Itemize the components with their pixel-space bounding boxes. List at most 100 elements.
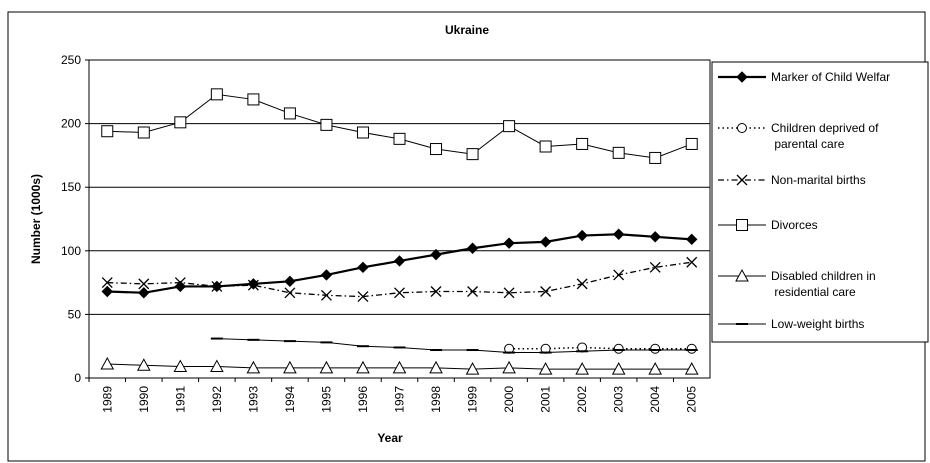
x-tick-label: 1992 (210, 386, 224, 413)
point (210, 359, 224, 373)
point (648, 362, 663, 375)
x-tick-label: 2001 (539, 386, 553, 413)
legend-label[interactable]: Disabled children in residential care (771, 269, 876, 299)
point (430, 286, 442, 297)
point (247, 93, 260, 106)
y-tick-label: 0 (74, 371, 81, 385)
series-line (509, 346, 692, 350)
point (356, 126, 369, 139)
y-tick-label: 150 (61, 180, 81, 194)
point (611, 362, 626, 375)
x-tick-label: 1990 (137, 386, 151, 413)
point (737, 123, 747, 133)
point (649, 231, 661, 243)
y-tick-label: 50 (68, 307, 82, 321)
point (612, 146, 625, 159)
x-tick-label: 1997 (393, 386, 407, 413)
point (357, 291, 369, 303)
point (246, 360, 261, 374)
point (283, 360, 297, 374)
point (393, 132, 406, 145)
point (320, 118, 333, 131)
x-tick-label: 1989 (100, 386, 114, 413)
point (210, 88, 223, 101)
y-axis-label: Number (1000s) (29, 174, 43, 264)
legend-label[interactable]: Low-weight births (771, 317, 864, 331)
x-tick-label: 1998 (429, 386, 443, 413)
point (576, 278, 588, 290)
point (735, 268, 749, 282)
point (284, 275, 296, 288)
point (736, 174, 748, 186)
point (612, 228, 625, 240)
point (357, 261, 369, 274)
point (430, 143, 443, 156)
point (649, 261, 661, 273)
point (101, 285, 113, 298)
point (684, 362, 699, 375)
point (320, 289, 332, 301)
point (575, 362, 589, 375)
x-tick-label: 1999 (466, 386, 480, 413)
point (211, 280, 223, 292)
point (247, 279, 259, 291)
point (539, 236, 552, 248)
point (392, 360, 407, 374)
point (686, 343, 697, 354)
point (465, 362, 480, 375)
point (283, 107, 296, 120)
x-tick-label: 1996 (356, 386, 370, 413)
point (686, 256, 698, 268)
point (174, 116, 187, 129)
point (576, 137, 589, 150)
point (174, 277, 186, 289)
point (466, 148, 479, 161)
point (502, 360, 516, 374)
point (649, 151, 662, 164)
point (319, 360, 334, 374)
point (503, 237, 515, 249)
x-tick-label: 1993 (246, 386, 260, 413)
point (173, 359, 188, 373)
point (613, 343, 624, 354)
y-tick-label: 200 (61, 117, 81, 131)
legend-box (711, 61, 929, 343)
x-tick-label: 1991 (173, 386, 187, 413)
point (466, 242, 479, 254)
point (539, 140, 552, 153)
point (356, 360, 370, 374)
point (686, 233, 698, 246)
point (503, 287, 515, 299)
y-tick-label: 100 (61, 244, 81, 258)
point (138, 278, 150, 290)
point (540, 286, 552, 297)
x-tick-label: 2003 (612, 386, 626, 413)
legend-label[interactable]: Non-marital births (771, 173, 866, 187)
legend-label[interactable]: Divorces (771, 218, 818, 232)
point (429, 360, 443, 374)
point (320, 269, 333, 281)
point (467, 286, 479, 297)
x-tick-label: 2004 (648, 386, 662, 413)
point (136, 358, 151, 371)
series-line (216, 338, 692, 354)
point (138, 287, 150, 299)
chart-title: Ukraine (445, 23, 489, 37)
legend-label[interactable]: Marker of Child Welfar (771, 70, 890, 84)
point (736, 71, 748, 83)
point (613, 269, 625, 281)
point (736, 219, 748, 231)
point (101, 125, 114, 138)
x-tick-label: 2000 (502, 386, 516, 413)
x-tick-label: 2002 (575, 386, 589, 413)
legend-label[interactable]: Children deprived of parental care (771, 121, 879, 151)
point (174, 280, 187, 293)
plot-area (88, 59, 711, 379)
point (685, 137, 698, 150)
x-tick-label: 2005 (685, 386, 699, 413)
point (393, 255, 406, 267)
x-axis-label: Year (377, 431, 403, 445)
point (100, 356, 115, 370)
point (503, 120, 516, 133)
point (101, 277, 113, 289)
